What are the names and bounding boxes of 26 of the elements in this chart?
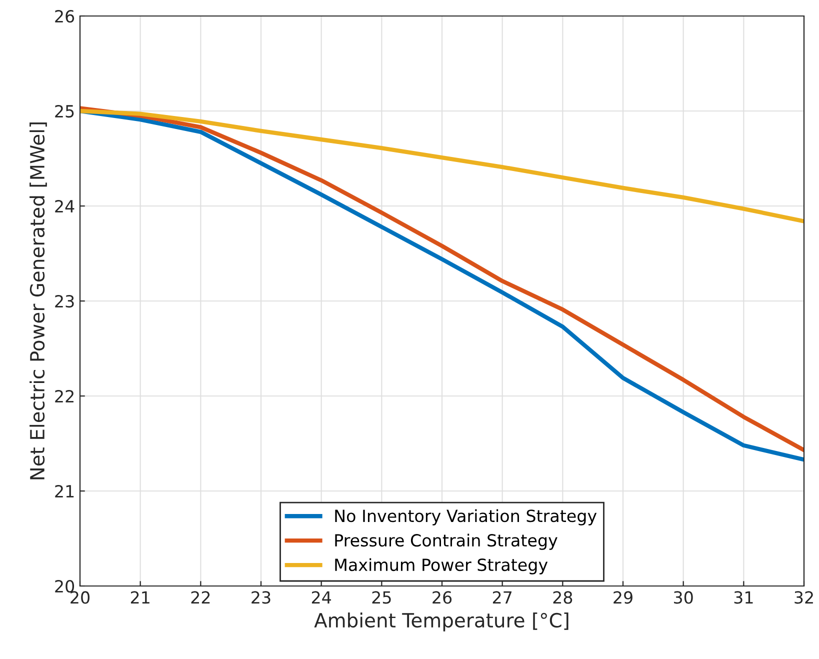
y-tick-label: 26 (55, 10, 74, 23)
y-tick-label: 24 (55, 200, 74, 212)
x-tick-label: 24 (312, 591, 331, 604)
x-tick-label: 31 (734, 591, 753, 604)
x-tick-label: 25 (372, 591, 391, 604)
x-tick-label: 32 (794, 591, 813, 604)
x-axis-title: Ambient Temperature [°C] (314, 612, 568, 632)
x-tick-label: 23 (252, 591, 270, 604)
x-tick-label: 21 (130, 591, 150, 604)
x-tick-label: 28 (553, 591, 572, 604)
x-tick-label: 22 (191, 591, 210, 604)
y-tick-label: 22 (55, 390, 74, 402)
y-tick-label: 21 (55, 484, 74, 498)
line-series (80, 108, 804, 224)
x-tick-label: 27 (492, 591, 512, 604)
legend-label: Maximum Power Strategy (335, 558, 548, 574)
x-tick-label: 26 (432, 591, 452, 604)
y-axis-title: Net Electric Power Generated [MWel] (30, 122, 47, 480)
legend-label: Pressure Contrain Strategy (335, 534, 558, 550)
x-tick-label: 20 (70, 591, 90, 604)
x-tick-label: 30 (674, 591, 693, 604)
y-tick-label: 25 (55, 104, 74, 118)
x-tick-label: 29 (614, 591, 632, 604)
y-tick-label: 20 (55, 580, 74, 593)
y-tick-label: 23 (55, 294, 74, 308)
legend-label: No Inventory Variation Strategy (335, 509, 597, 526)
